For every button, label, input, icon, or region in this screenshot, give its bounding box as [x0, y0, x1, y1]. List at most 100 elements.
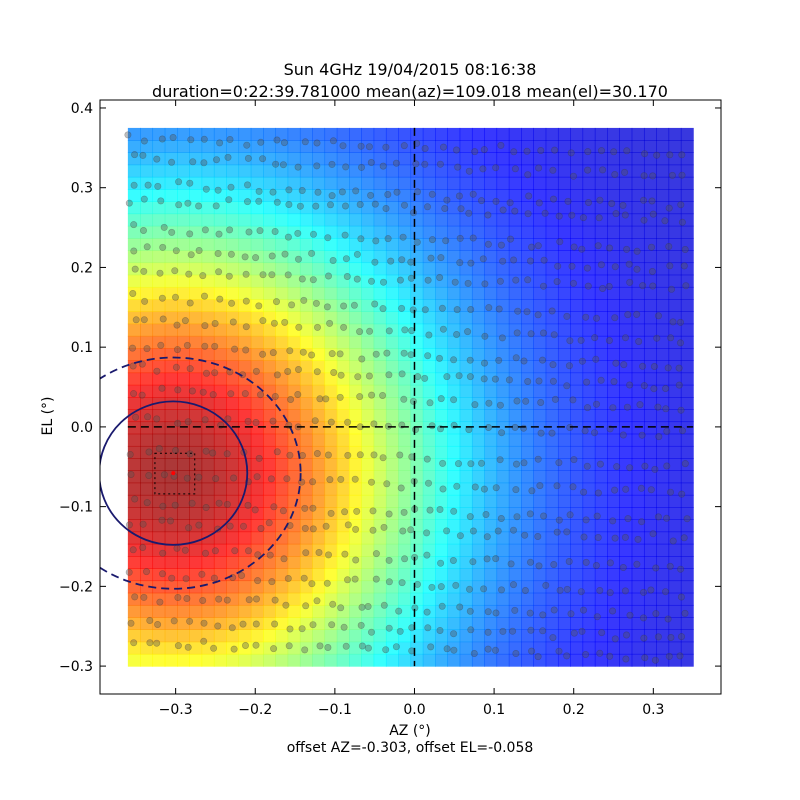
scan-point [513, 513, 521, 521]
scan-point [171, 501, 179, 509]
heatmap-cell [177, 250, 190, 264]
scan-point [252, 254, 260, 262]
heatmap-cell [435, 531, 448, 545]
scan-point [527, 626, 535, 634]
heatmap-cell [484, 494, 498, 508]
heatmap-cell [484, 653, 498, 667]
heatmap-cell [521, 641, 534, 655]
scan-point [578, 357, 586, 365]
heatmap-cell [459, 641, 473, 655]
scan-point [195, 473, 203, 481]
scan-point [252, 418, 260, 426]
heatmap-cell [398, 348, 412, 361]
heatmap-cell [250, 482, 264, 496]
heatmap-cell [680, 519, 694, 533]
scan-point [322, 395, 330, 403]
heatmap-cell [336, 629, 350, 643]
heatmap-cell [521, 384, 534, 398]
heatmap-cell [299, 641, 313, 655]
scan-point [435, 354, 443, 362]
heatmap-cell [422, 360, 436, 374]
heatmap-cell [312, 568, 326, 582]
scan-point [608, 200, 616, 208]
scan-point [343, 272, 351, 280]
beam-ellipse-solid [100, 400, 249, 546]
heatmap-cell [263, 543, 276, 557]
heatmap-cell [656, 189, 670, 202]
scan-point [596, 649, 604, 657]
heatmap-cell [373, 445, 387, 459]
heatmap-cell [582, 384, 596, 398]
heatmap-cell [250, 140, 264, 153]
scan-point [187, 251, 195, 259]
scan-point [226, 522, 234, 530]
heatmap-cell [557, 164, 571, 178]
heatmap-cell [189, 311, 203, 325]
heatmap-cell [127, 262, 141, 276]
heatmap-cell [373, 201, 387, 215]
scan-point [324, 451, 332, 459]
scan-point [130, 181, 138, 189]
scan-point [437, 559, 445, 567]
heatmap-cell [336, 556, 350, 569]
heatmap-cell [299, 299, 313, 312]
heatmap-cell [385, 397, 399, 410]
heatmap-cell [201, 299, 215, 312]
scan-point [255, 454, 263, 462]
heatmap-cell [680, 164, 694, 178]
heatmap-cell [152, 323, 166, 337]
scan-point [453, 482, 461, 490]
scan-point [681, 609, 689, 617]
heatmap-cell [385, 360, 399, 374]
heatmap-cell [152, 482, 166, 496]
heatmap-cell [189, 409, 203, 423]
heatmap-cell [361, 176, 375, 190]
y-tick-label: 0.4 [71, 101, 93, 117]
scan-point [341, 202, 349, 210]
heatmap-cell [619, 323, 633, 337]
scan-point [480, 146, 488, 154]
heatmap-cell [140, 127, 154, 141]
heatmap-cell [189, 335, 203, 349]
heatmap-cell [336, 372, 350, 386]
heatmap-cell [557, 482, 571, 496]
heatmap-cell [250, 470, 264, 484]
heatmap-cell [643, 604, 657, 618]
scan-point [342, 163, 350, 171]
heatmap-cell [582, 140, 596, 153]
heatmap-cell [250, 641, 264, 655]
heatmap-cell [287, 286, 301, 300]
scan-point [647, 243, 655, 251]
heatmap-cell [140, 323, 154, 337]
scan-point [273, 198, 281, 206]
scan-point [556, 586, 564, 594]
heatmap-cell [619, 531, 633, 545]
scan-point [340, 302, 348, 310]
scan-point [300, 574, 308, 582]
heatmap-cell [263, 299, 276, 312]
heatmap-cell [631, 274, 645, 288]
scan-point [380, 523, 388, 531]
scan-point [272, 298, 280, 306]
heatmap-cell [435, 653, 448, 667]
heatmap-cell [250, 262, 264, 276]
scan-point [255, 197, 263, 205]
heatmap-cell [361, 189, 375, 202]
scan-point [173, 544, 181, 552]
scan-point [584, 148, 592, 156]
scan-point [173, 321, 181, 329]
heatmap-cell [312, 164, 326, 178]
heatmap-cell [533, 470, 547, 484]
heatmap-cell [447, 433, 461, 447]
heatmap-cell [570, 286, 584, 300]
heatmap-cell [385, 250, 399, 264]
scan-point [184, 418, 192, 426]
heatmap-cell [668, 274, 682, 288]
scan-point [678, 427, 686, 435]
heatmap-cell [336, 604, 350, 618]
heatmap-cell [607, 409, 621, 423]
heatmap-cell [299, 262, 313, 276]
heatmap-cell [373, 617, 387, 630]
heatmap-cell [263, 164, 276, 178]
scan-point [253, 473, 261, 481]
